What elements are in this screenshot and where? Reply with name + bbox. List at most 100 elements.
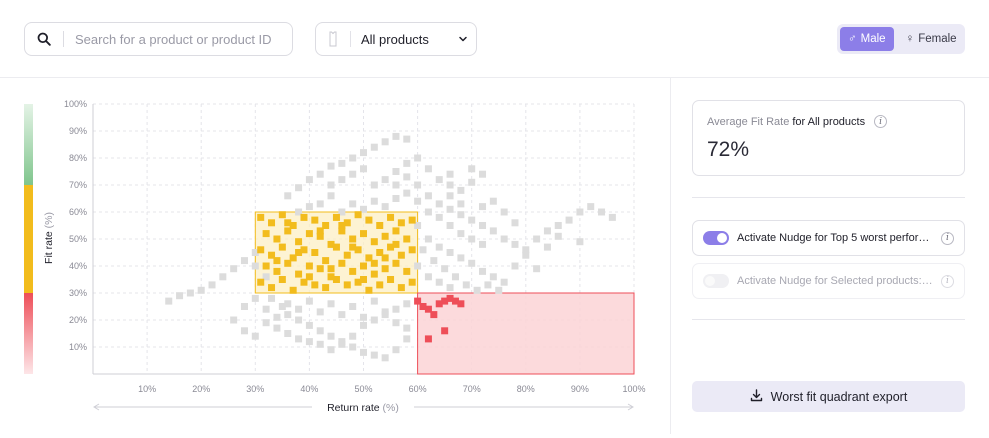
- data-point: [424, 192, 432, 200]
- nudge-top5-card[interactable]: Activate Nudge for Top 5 worst performer…: [692, 220, 965, 256]
- data-point: [392, 132, 400, 140]
- data-point: [381, 265, 389, 273]
- data-point: [435, 278, 443, 286]
- info-icon[interactable]: i: [874, 115, 888, 128]
- data-point: [360, 348, 367, 356]
- data-point: [403, 189, 411, 197]
- data-point: [327, 346, 335, 354]
- scatter-chart: 10% 20% 30% 40% 50% 60% 70% 80% 90% 100% 10% 20% 30%…: [24, 99, 646, 414]
- data-point: [446, 294, 454, 302]
- data-point: [468, 216, 476, 224]
- data-point: [295, 305, 303, 313]
- data-point: [327, 162, 335, 170]
- data-point: [240, 257, 248, 265]
- switch-knob: [717, 233, 727, 243]
- info-icon[interactable]: i: [941, 231, 954, 245]
- data-point: [598, 208, 606, 216]
- worst-fit-export-button[interactable]: Worst fit quadrant export: [692, 381, 965, 412]
- data-point: [414, 181, 422, 189]
- data-point: [424, 335, 432, 343]
- data-point: [397, 219, 405, 227]
- data-point: [403, 235, 411, 243]
- x-tick-label: 90%: [571, 384, 589, 394]
- data-point: [489, 273, 497, 281]
- male-button[interactable]: ♂ Male: [840, 27, 894, 51]
- data-point: [354, 211, 362, 219]
- x-tick-label: 60%: [409, 384, 427, 394]
- data-point: [305, 230, 313, 238]
- male-icon: ♂: [848, 33, 857, 45]
- data-point: [479, 267, 487, 275]
- y-tick-label: 30%: [69, 288, 87, 298]
- data-point: [300, 246, 308, 254]
- x-tick-label: 40%: [300, 384, 318, 394]
- data-point: [435, 243, 443, 251]
- data-point: [511, 240, 519, 248]
- data-point: [338, 311, 346, 319]
- data-point: [403, 159, 411, 167]
- product-filter-select[interactable]: All products: [315, 22, 477, 56]
- data-point: [197, 286, 205, 294]
- data-point: [370, 238, 378, 246]
- data-point: [462, 281, 470, 289]
- data-point: [316, 327, 324, 335]
- data-point: [343, 251, 351, 259]
- data-point: [360, 262, 367, 270]
- data-point: [381, 203, 389, 211]
- data-point: [295, 249, 303, 256]
- female-button[interactable]: ♀ Female: [898, 27, 965, 51]
- data-point: [311, 216, 319, 224]
- data-point: [284, 259, 292, 267]
- data-point: [332, 276, 340, 283]
- data-point: [435, 300, 443, 308]
- data-point: [457, 186, 465, 194]
- data-point: [435, 213, 443, 221]
- data-point: [332, 243, 340, 251]
- data-point: [441, 297, 449, 305]
- data-point: [522, 246, 530, 254]
- data-point: [268, 219, 276, 227]
- data-point: [311, 281, 319, 289]
- data-point: [414, 197, 422, 205]
- data-point: [316, 170, 324, 178]
- data-point: [376, 281, 384, 289]
- data-point: [457, 300, 465, 308]
- kpi-value: 72%: [707, 138, 750, 161]
- data-point: [576, 238, 584, 246]
- x-axis-label: Return rate (%): [327, 402, 399, 414]
- data-point: [370, 297, 378, 305]
- data-point: [251, 332, 259, 340]
- chevron-down-icon: [450, 34, 476, 44]
- data-point: [446, 170, 454, 178]
- data-point: [468, 165, 476, 173]
- data-point: [354, 278, 362, 286]
- data-point: [543, 227, 551, 235]
- x-tick-label: 70%: [463, 384, 481, 394]
- data-point: [349, 243, 357, 251]
- data-point: [273, 257, 281, 265]
- data-point: [430, 257, 438, 265]
- data-point: [370, 197, 378, 205]
- data-point: [295, 316, 303, 324]
- data-point: [295, 270, 303, 278]
- data-point: [268, 294, 276, 302]
- data-point: [451, 297, 459, 305]
- data-point: [284, 227, 292, 235]
- data-point: [414, 297, 422, 305]
- male-label: Male: [860, 33, 886, 45]
- data-point: [403, 173, 411, 181]
- data-point: [381, 176, 389, 184]
- data-point: [381, 232, 389, 240]
- data-point: [365, 254, 373, 262]
- nudge-top5-switch[interactable]: [703, 231, 729, 245]
- data-point: [446, 205, 454, 213]
- data-point: [430, 311, 438, 319]
- search-input[interactable]: [75, 31, 285, 47]
- search-box[interactable]: [24, 22, 293, 56]
- data-point: [257, 213, 265, 221]
- data-point: [424, 273, 432, 281]
- data-point: [457, 230, 465, 238]
- data-point: [608, 213, 616, 221]
- data-point: [295, 208, 303, 216]
- legend-bar-bad: [24, 293, 33, 374]
